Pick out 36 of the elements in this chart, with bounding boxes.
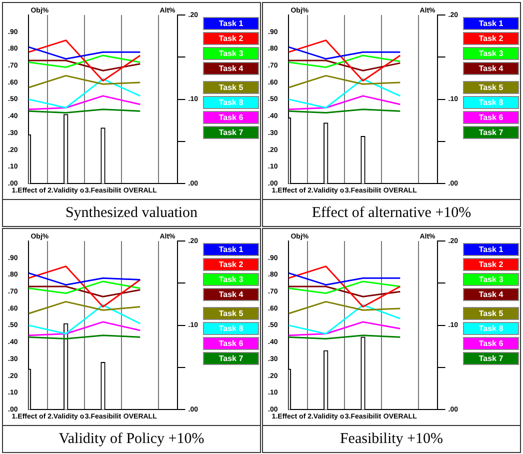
text: Task 7	[203, 126, 259, 139]
text: Task 7	[203, 352, 259, 365]
text: Task 4	[463, 288, 519, 301]
text: Validity of Policy +10%	[3, 425, 260, 452]
text: Task 3	[463, 47, 519, 60]
text: Task 4	[463, 62, 519, 75]
text: Task 5	[203, 307, 259, 320]
text: Task 3	[203, 47, 259, 60]
text: Task 5	[463, 307, 519, 320]
text: Task 8	[463, 322, 519, 335]
text: Task 3	[463, 273, 519, 286]
text: Task 8	[203, 322, 259, 335]
text: Task 1	[463, 17, 519, 30]
text: Effect of alternative +10%	[263, 199, 520, 226]
text: Task 4	[203, 62, 259, 75]
text: Task 5	[463, 81, 519, 94]
text: Task 3	[203, 273, 259, 286]
text: Task 4	[203, 288, 259, 301]
text: Task 8	[203, 96, 259, 109]
text: Synthesized valuation	[3, 199, 260, 226]
text: Task 6	[203, 111, 259, 124]
text: Task 2	[463, 32, 519, 45]
text: Feasibility +10%	[263, 425, 520, 452]
text: Task 2	[463, 258, 519, 271]
text: Task 6	[463, 337, 519, 350]
text: Task 1	[203, 243, 259, 256]
text: Task 7	[463, 126, 519, 139]
text: Task 1	[203, 17, 259, 30]
text: Task 6	[463, 111, 519, 124]
text: Task 2	[203, 258, 259, 271]
text: Task 7	[463, 352, 519, 365]
text: Task 1	[463, 243, 519, 256]
text: Task 2	[203, 32, 259, 45]
text: Task 6	[203, 337, 259, 350]
text: Task 8	[463, 96, 519, 109]
text: Task 5	[203, 81, 259, 94]
